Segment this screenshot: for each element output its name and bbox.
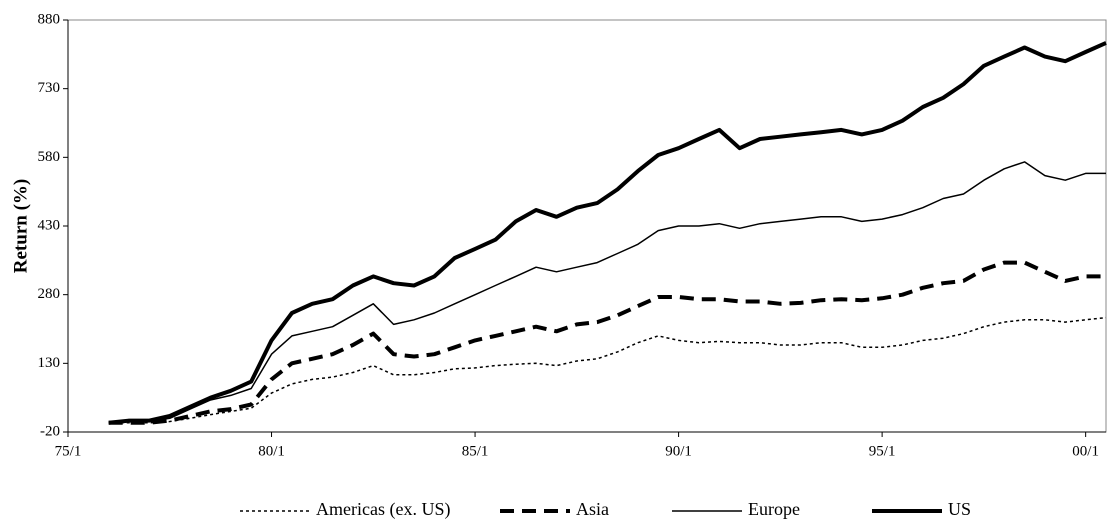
y-tick-label: 730 <box>38 80 61 96</box>
legend-label: Europe <box>748 499 800 519</box>
legend-label: Americas (ex. US) <box>316 499 450 520</box>
y-tick-label: 430 <box>38 217 61 233</box>
x-tick-label: 80/1 <box>258 443 285 459</box>
y-tick-label: 880 <box>38 11 61 27</box>
y-tick-label: 580 <box>38 149 61 165</box>
series-line <box>108 161 1106 424</box>
series-line <box>108 41 1107 425</box>
legend-label: Asia <box>576 499 609 519</box>
y-tick-label: 130 <box>38 355 61 371</box>
y-tick-label: -20 <box>40 423 60 439</box>
y-axis-title: Return (%) <box>10 179 31 273</box>
x-tick-label: 90/1 <box>665 443 692 459</box>
x-tick-label: 85/1 <box>462 443 489 459</box>
series-line <box>108 260 1106 425</box>
plot-frame <box>67 19 1107 433</box>
y-tick-label: 280 <box>38 286 61 302</box>
x-tick-label: 00/1 <box>1072 443 1099 459</box>
legend-label: US <box>948 499 971 519</box>
x-tick-label: 95/1 <box>869 443 896 459</box>
x-tick-label: 75/1 <box>55 443 82 459</box>
